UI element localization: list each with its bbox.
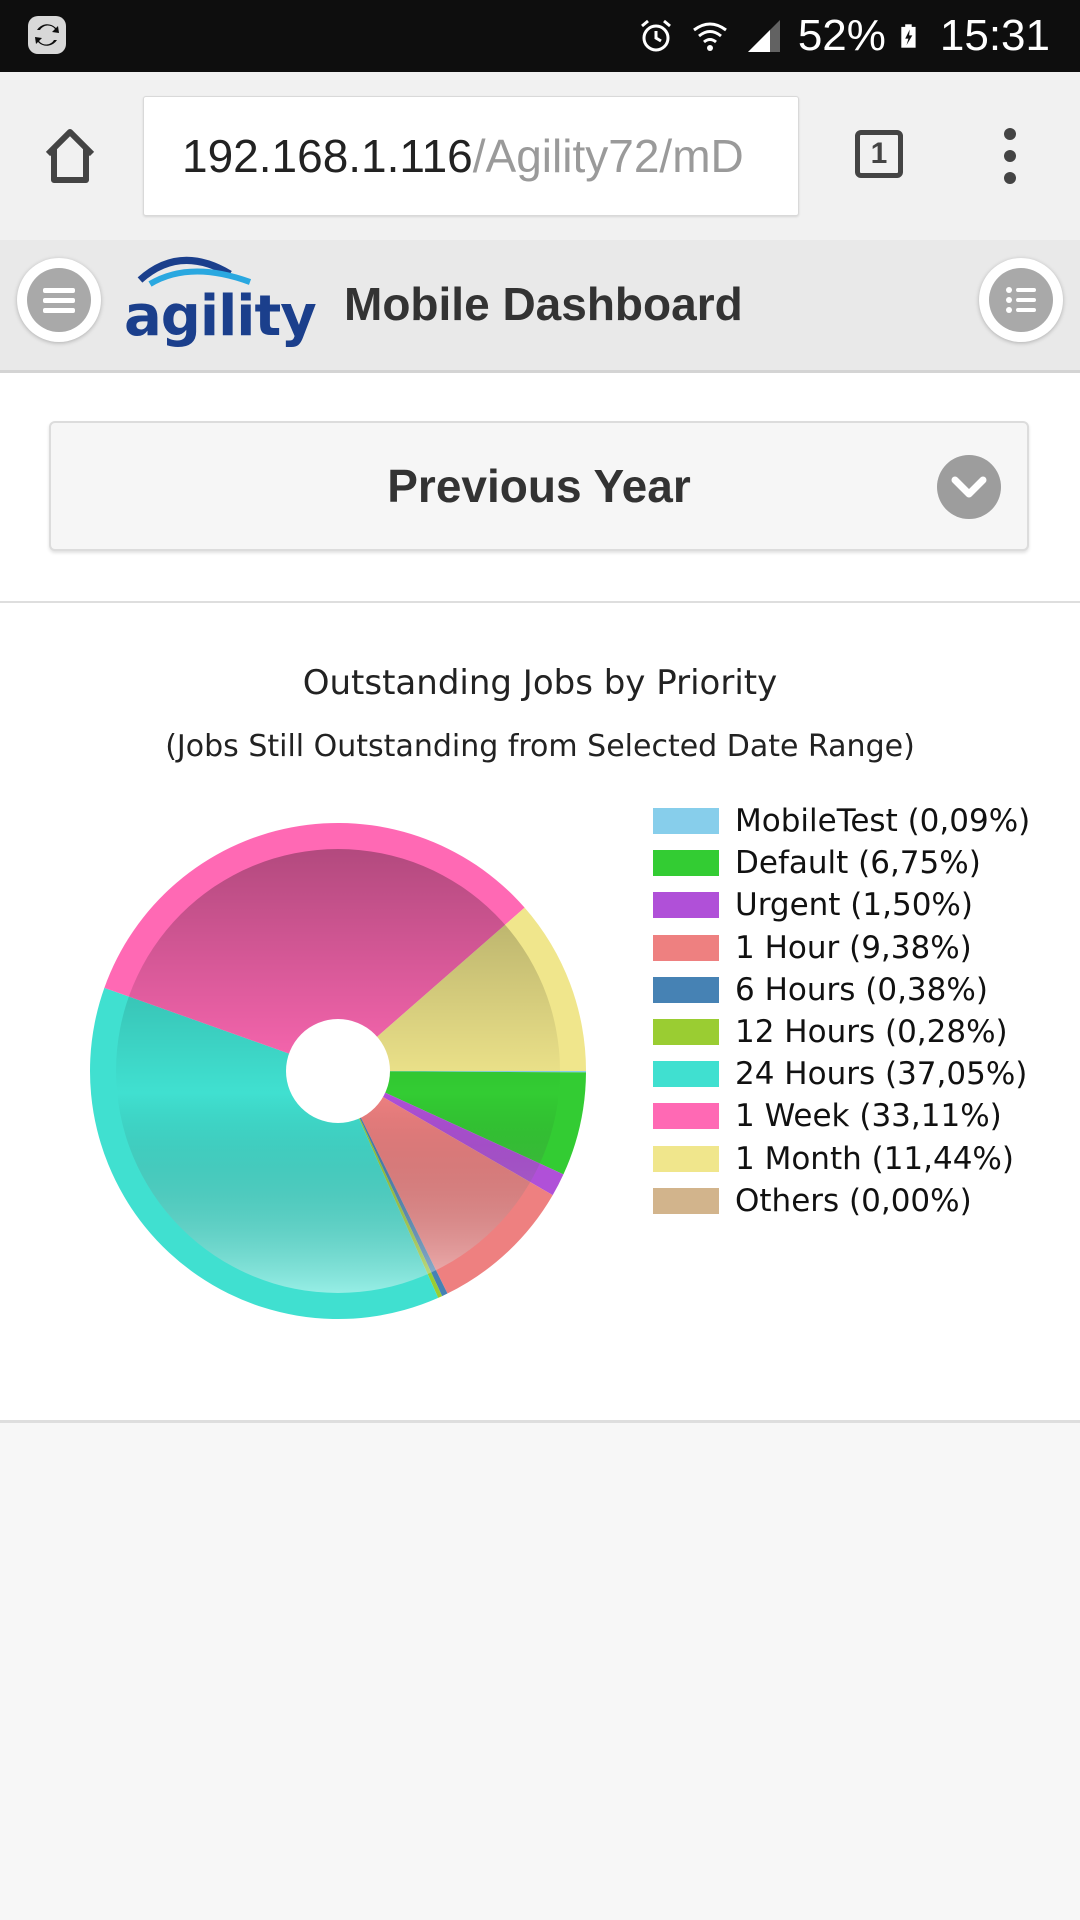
list-icon — [1006, 287, 1036, 313]
legend-swatch — [653, 892, 719, 919]
tab-switcher-button[interactable]: 1 — [855, 130, 903, 178]
logo-text: agility — [124, 284, 317, 349]
sync-app-icon — [28, 16, 66, 54]
url-path: /Agility72/mD — [472, 130, 744, 182]
agility-logo: agility — [120, 250, 317, 350]
legend-label: Urgent (1,50%) — [735, 887, 973, 924]
legend-label: 6 Hours (0,38%) — [735, 971, 988, 1008]
list-menu-button[interactable] — [979, 258, 1063, 342]
chart-title: Outstanding Jobs by Priority — [302, 663, 778, 703]
battery-charging-icon — [901, 24, 916, 48]
main-menu-button[interactable] — [17, 258, 101, 342]
legend-swatch — [653, 850, 719, 877]
overflow-menu-icon[interactable] — [998, 126, 1022, 186]
legend-label: 1 Hour (9,38%) — [735, 929, 972, 966]
date-range-value: Previous Year — [387, 460, 691, 512]
legend-label: Others (0,00%) — [735, 1182, 972, 1219]
legend-label: 24 Hours (37,05%) — [735, 1056, 1028, 1093]
legend-label: Default (6,75%) — [735, 845, 981, 882]
legend-swatch — [653, 934, 719, 961]
content-area: Previous Year Outstanding Jobs by Priori… — [0, 373, 1080, 1423]
legend-swatch — [653, 808, 719, 834]
legend-label: MobileTest (0,09%) — [735, 803, 1031, 839]
home-icon[interactable] — [38, 124, 102, 188]
wifi-icon — [692, 22, 727, 51]
legend-swatch — [653, 1187, 719, 1214]
legend-swatch — [653, 976, 719, 1003]
legend-label: 1 Month (11,44%) — [735, 1140, 1014, 1177]
clock: 15:31 — [939, 11, 1050, 60]
alarm-icon — [640, 19, 671, 52]
chart-subtitle: (Jobs Still Outstanding from Selected Da… — [165, 729, 915, 764]
divider — [0, 1420, 1080, 1423]
address-bar[interactable]: 192.168.1.116/Agility72/mD — [143, 96, 799, 216]
battery-percent: 52% — [797, 11, 886, 60]
priority-pie-chart — [90, 823, 586, 1319]
hamburger-icon — [43, 288, 75, 313]
page-title: Mobile Dashboard — [344, 278, 743, 330]
legend-label: 12 Hours (0,28%) — [735, 1014, 1008, 1050]
pie-center-hole — [286, 1019, 390, 1123]
divider — [0, 601, 1080, 603]
status-bar: 52% 15:31 — [0, 0, 1080, 72]
url-host: 192.168.1.116 — [182, 130, 473, 182]
signal-icon — [747, 20, 780, 52]
legend-swatch — [653, 1103, 719, 1130]
legend-label: 1 Week (33,11%) — [735, 1098, 1002, 1135]
date-range-select[interactable]: Previous Year — [49, 421, 1029, 551]
legend-swatch — [653, 1019, 719, 1045]
legend-swatch — [653, 1145, 719, 1172]
browser-toolbar: 192.168.1.116/Agility72/mD 1 — [0, 72, 1080, 242]
legend-swatch — [653, 1061, 719, 1088]
chevron-down-icon — [937, 455, 1001, 519]
app-header: agility Mobile Dashboard — [0, 240, 1080, 373]
